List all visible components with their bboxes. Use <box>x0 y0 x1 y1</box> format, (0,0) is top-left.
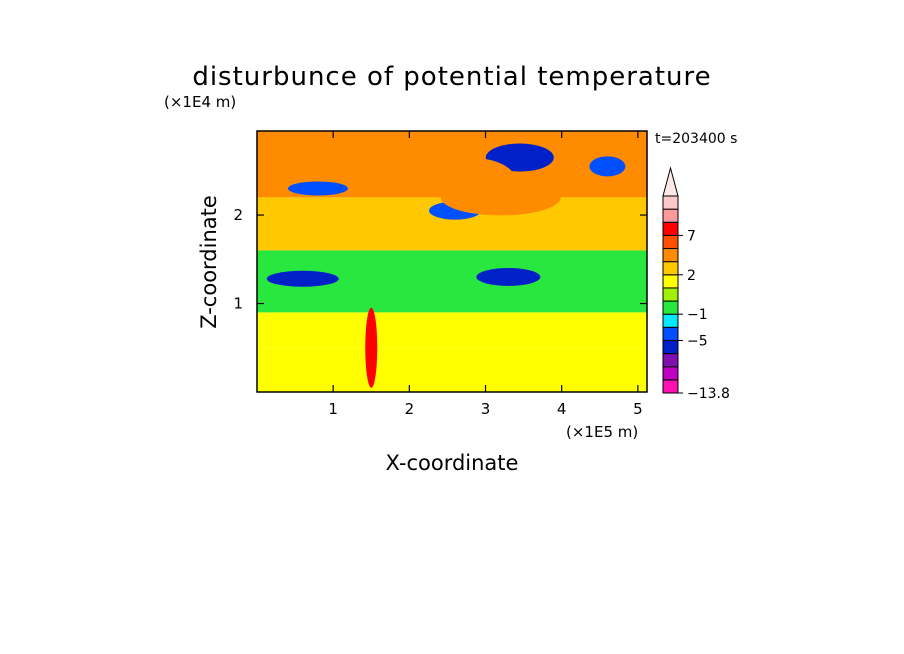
colorbar-label: −1 <box>687 307 708 323</box>
colorbar-segment <box>662 208 679 223</box>
colorbar-segment <box>662 366 679 381</box>
field-feature <box>476 267 541 286</box>
field-feature <box>266 270 339 287</box>
field-layer <box>257 347 647 392</box>
colorbar-segment <box>662 234 679 250</box>
colorbar-segment <box>662 287 679 302</box>
y-unit-label: (×1E4 m) <box>164 93 236 111</box>
field-feature <box>365 307 378 388</box>
colorbar-segment <box>662 313 679 328</box>
y-axis: 12 <box>233 206 647 313</box>
time-label: t=203400 s <box>655 131 737 147</box>
colorbar-segment <box>662 326 679 341</box>
colorbar-segment <box>662 274 679 289</box>
colorbar-segment <box>662 261 679 276</box>
colorbar-label: −13.8 <box>687 386 730 402</box>
y-axis-label: Z-coordinate <box>197 195 221 329</box>
x-tick-label: 3 <box>481 400 491 418</box>
x-tick-label: 2 <box>405 400 415 418</box>
colorbar-segment <box>662 300 679 315</box>
colorbar-label: 7 <box>687 228 696 244</box>
colorbar-segment <box>662 221 679 236</box>
x-tick-label: 4 <box>557 400 567 418</box>
colorbar: 7 2 −1 −5 −13.8 <box>662 166 730 402</box>
colorbar-segment <box>662 195 679 210</box>
colorbar-extend-arrow <box>662 166 679 197</box>
x-tick-label: 1 <box>328 400 338 418</box>
chart-title: disturbunce of potential temperature <box>192 62 711 92</box>
colorbar-label: −5 <box>687 333 708 349</box>
y-tick-label: 2 <box>233 206 243 224</box>
heatmap-field <box>257 131 647 392</box>
colorbar-segment <box>662 248 679 263</box>
field-feature <box>440 179 561 216</box>
x-axis-label: X-coordinate <box>386 451 519 475</box>
colorbar-label: 2 <box>687 268 696 284</box>
field-feature <box>589 156 626 177</box>
colorbar-segment <box>662 353 679 368</box>
plot-frame <box>256 130 648 393</box>
x-unit-label: (×1E5 m) <box>566 423 638 441</box>
field-layer <box>257 312 647 348</box>
colorbar-segment <box>662 379 679 394</box>
x-tick-label: 5 <box>633 400 643 418</box>
x-axis: 1 2 3 4 5 <box>328 131 643 418</box>
y-tick-label: 1 <box>233 295 243 313</box>
field-feature <box>287 181 348 196</box>
colorbar-segment <box>662 339 679 355</box>
